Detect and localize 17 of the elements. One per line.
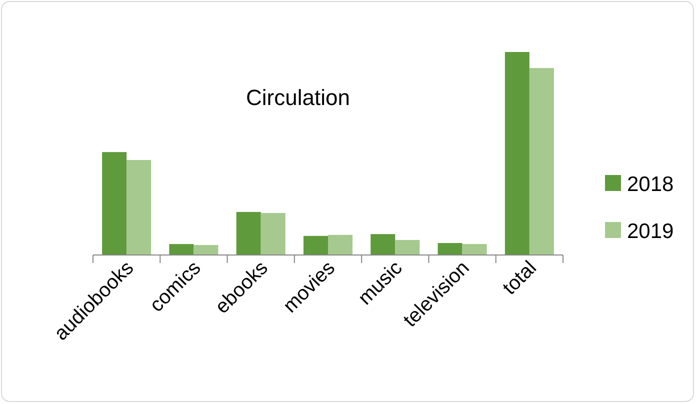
bar [126,160,152,255]
bar [504,52,530,255]
bar [169,244,194,255]
bar [438,243,462,255]
bar [236,212,261,255]
bar [303,236,328,255]
legend-label: 2018 [627,173,674,196]
bar [529,68,554,255]
text: Circulation [246,85,350,110]
bar [370,234,396,255]
bar [462,244,487,255]
bar [395,240,420,255]
bar [102,152,127,255]
bar [260,212,286,255]
legend-label: 2019 [627,220,674,243]
bar [328,234,353,255]
bar [194,245,218,255]
